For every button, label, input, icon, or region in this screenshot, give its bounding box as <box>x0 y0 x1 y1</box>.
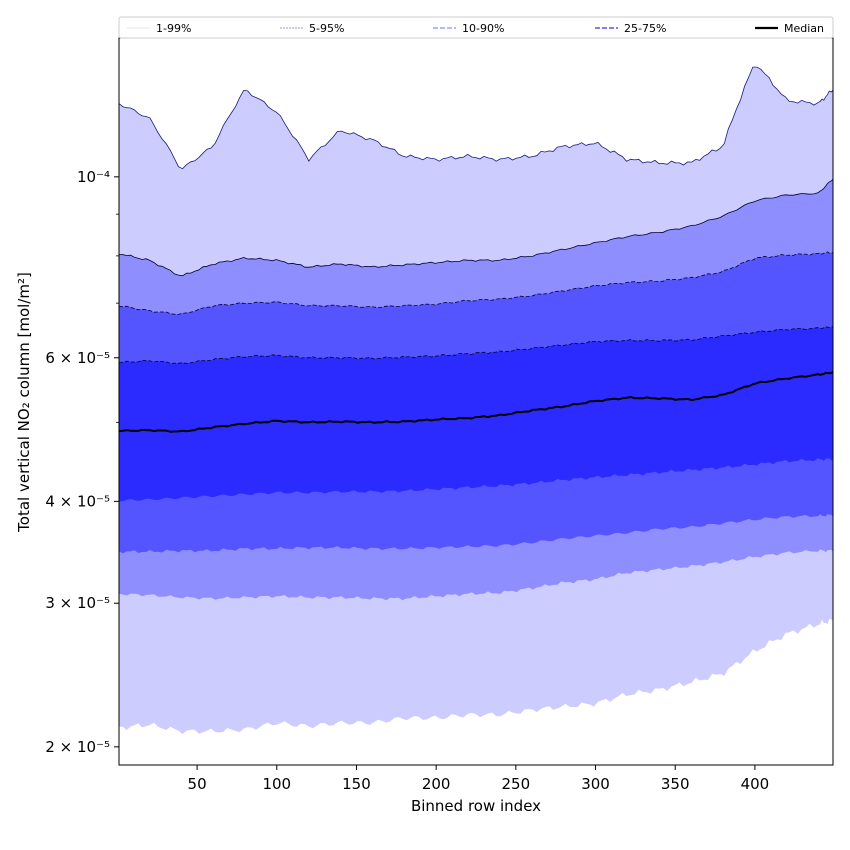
x-tick-label-50: 50 <box>188 775 207 793</box>
x-tick-label-300: 300 <box>581 775 610 793</box>
band-upper-line-1-99% <box>118 66 834 170</box>
band-upper-line-25-75% <box>118 325 834 364</box>
plot-area <box>118 66 834 735</box>
y-tick-label: 10⁻⁴ <box>77 168 110 186</box>
legend-label-25-75%: 25-75% <box>624 22 666 35</box>
x-tick-label-100: 100 <box>262 775 291 793</box>
y-tick-label: 3 × 10⁻⁵ <box>45 594 110 612</box>
x-tick-label-150: 150 <box>342 775 371 793</box>
legend-box <box>118 16 834 39</box>
y-tick-label: 2 × 10⁻⁵ <box>45 738 110 756</box>
y-axis: 2 × 10⁻⁵ 3 × 10⁻⁵ 4 × 10⁻⁵ 6 × 10⁻⁵ 10⁻⁴ <box>45 168 119 756</box>
legend-label-5-95%: 5-95% <box>309 22 344 35</box>
x-tick-label-200: 200 <box>422 775 451 793</box>
x-axis-title: Binned row index <box>411 797 541 815</box>
band-upper-line-10-90% <box>118 251 833 315</box>
band-25-75% <box>119 326 833 502</box>
x-axis: 50 100 150 200 250 300 350 400 <box>188 765 770 793</box>
band-upper-line-5-95% <box>118 178 834 277</box>
legend: 1-99% 5-95% 10-90% 25-75% Median <box>118 16 834 39</box>
median-line <box>118 370 834 433</box>
legend-label-Median: Median <box>784 22 824 35</box>
x-tick-label-400: 400 <box>741 775 770 793</box>
legend-label-1-99%: 1-99% <box>156 22 191 35</box>
y-tick-label: 4 × 10⁻⁵ <box>45 492 110 510</box>
y-tick-label: 6 × 10⁻⁵ <box>45 349 110 367</box>
x-tick-label-250: 250 <box>502 775 531 793</box>
y-axis-title: Total vertical NO₂ column [mol/m²] <box>15 272 33 533</box>
legend-label-10-90%: 10-90% <box>462 22 504 35</box>
x-tick-label-350: 350 <box>661 775 690 793</box>
